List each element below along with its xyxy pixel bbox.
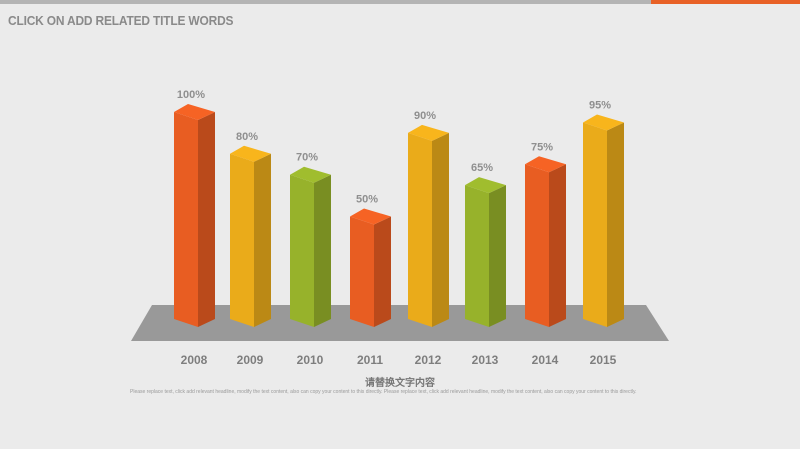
category-label-2011: 2011 xyxy=(357,353,383,367)
bar-top-face xyxy=(583,114,624,131)
category-label-2009: 2009 xyxy=(237,353,264,367)
bar-side-face xyxy=(432,132,449,327)
bar-top-face xyxy=(290,166,331,183)
bar-top-face xyxy=(350,208,391,225)
bar-front-face xyxy=(525,164,549,327)
category-label-2010: 2010 xyxy=(297,353,324,367)
bar-side-face xyxy=(254,153,271,327)
top-bar-gray xyxy=(0,0,651,4)
bar-side-face xyxy=(607,122,624,327)
bar-side-face xyxy=(314,174,331,327)
bar-front-face xyxy=(174,112,198,327)
value-label-2014: 75% xyxy=(531,141,553,153)
bar-side-face xyxy=(198,112,215,327)
bar-top-face xyxy=(525,156,566,173)
bar-2012 xyxy=(408,124,449,327)
bar-top-face xyxy=(465,177,506,194)
bar-side-face xyxy=(374,216,391,327)
bar-top-face xyxy=(408,124,449,141)
bar-top-face xyxy=(230,145,271,162)
bar-front-face xyxy=(583,122,607,327)
category-labels-layer: 2008 2009 2010 2011 2012 2013 2014 2015 xyxy=(181,353,617,367)
value-label-2012: 90% xyxy=(414,110,436,122)
value-label-2011: 50% xyxy=(356,194,378,206)
bar-side-face xyxy=(549,164,566,327)
category-label-2013: 2013 xyxy=(472,353,499,367)
chart-caption[interactable]: Please replace text, click add relevant … xyxy=(130,389,637,395)
chart-subtitle[interactable]: 请替换文字内容 xyxy=(365,378,435,389)
top-bar-accent xyxy=(651,0,800,4)
bar-front-face xyxy=(408,132,432,327)
category-label-2014: 2014 xyxy=(532,353,559,367)
bar-2014 xyxy=(525,156,566,327)
value-label-2010: 70% xyxy=(296,152,318,164)
bars-layer xyxy=(174,104,624,327)
bar-2015 xyxy=(583,114,624,327)
category-label-2008: 2008 xyxy=(181,353,208,367)
bar-side-face xyxy=(489,185,506,327)
category-label-2012: 2012 xyxy=(415,353,442,367)
bar-top-face xyxy=(174,104,215,120)
bar-front-face xyxy=(230,153,254,327)
bar-front-face xyxy=(290,174,314,327)
value-label-2015: 95% xyxy=(589,99,611,111)
bar-2013 xyxy=(465,177,506,327)
value-label-2008: 100% xyxy=(177,89,205,101)
bar-2009 xyxy=(230,145,271,327)
bar-2011 xyxy=(350,208,391,327)
bar-front-face xyxy=(350,216,374,327)
value-label-2013: 65% xyxy=(471,162,493,174)
bar-front-face xyxy=(465,185,489,327)
value-labels-layer: 100% 80% 70% 50% 90% 65% 75% 95% xyxy=(177,89,611,206)
category-label-2015: 2015 xyxy=(590,353,617,367)
page-title[interactable]: CLICK ON ADD RELATED TITLE WORDS xyxy=(8,13,234,28)
value-label-2009: 80% xyxy=(236,131,258,143)
bar-2008 xyxy=(174,104,215,327)
bar-2010 xyxy=(290,166,331,327)
